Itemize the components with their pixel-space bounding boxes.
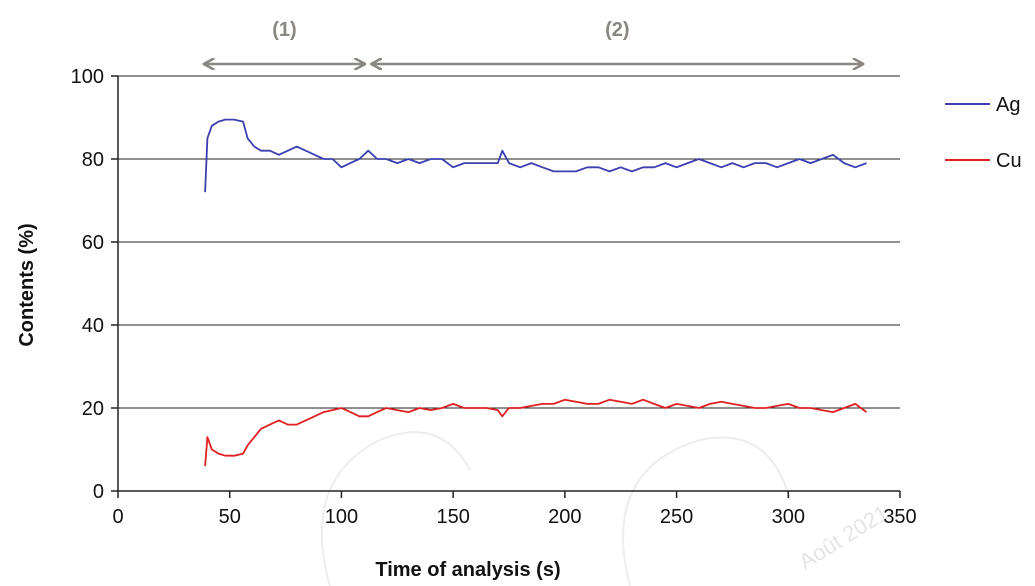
- legend-label: Ag: [996, 94, 1020, 116]
- y-tick-label: 60: [82, 232, 104, 254]
- period-label: (2): [605, 19, 629, 41]
- x-axis-ticks: 0 50 100 150 200 250 300 350: [112, 491, 917, 528]
- y-tick-label: 40: [82, 315, 104, 337]
- series-line-cu: [204, 398, 868, 467]
- x-tick-label: 300: [772, 506, 805, 528]
- axes: [117, 76, 900, 492]
- x-tick-label: 0: [112, 506, 123, 528]
- gridlines: [118, 75, 900, 409]
- series-line-ag: [204, 118, 867, 193]
- watermark-text: Août 2021: [794, 500, 892, 574]
- y-tick-label: 20: [82, 398, 104, 420]
- period-label: (1): [272, 19, 296, 41]
- series-lines: [204, 118, 868, 467]
- y-axis-ticks: 0 20 40 60 80 100: [71, 66, 118, 503]
- x-tick-label: 350: [883, 506, 916, 528]
- period-annotations: (1) (2): [205, 19, 863, 64]
- x-tick-label: 250: [660, 506, 693, 528]
- y-tick-label: 80: [82, 149, 104, 171]
- watermark-arc-right: [622, 436, 791, 586]
- y-axis-title: Contents (%): [16, 223, 38, 346]
- x-tick-label: 200: [548, 506, 581, 528]
- x-tick-label: 150: [436, 506, 469, 528]
- x-tick-label: 100: [325, 506, 358, 528]
- x-tick-label: 50: [219, 506, 241, 528]
- y-tick-label: 100: [71, 66, 104, 88]
- legend-label: Cu: [996, 150, 1022, 172]
- watermark-arc-left: [320, 431, 471, 586]
- y-tick-label: 0: [93, 481, 104, 503]
- legend: Ag Cu: [945, 94, 1022, 172]
- x-axis-title: Time of analysis (s): [375, 559, 560, 581]
